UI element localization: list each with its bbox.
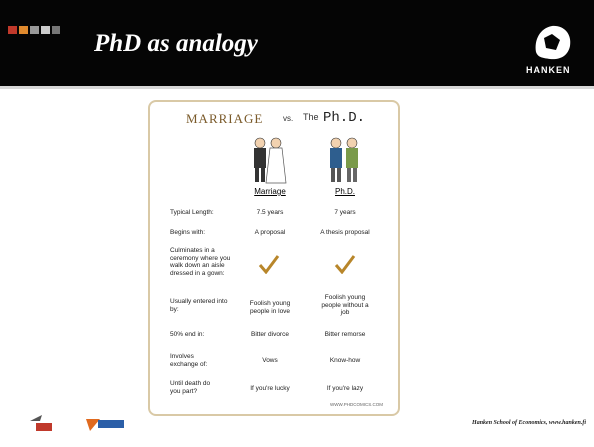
row-label: Culminates in a ceremony where you walk … bbox=[170, 247, 231, 277]
cell: If you're lazy bbox=[326, 385, 364, 392]
logo-text: HANKEN bbox=[526, 65, 571, 75]
slide-title: PhD as analogy bbox=[94, 30, 258, 57]
comic-credit: WWW.PHDCOMICS.COM bbox=[330, 402, 383, 407]
column-header: Ph.D. bbox=[334, 187, 355, 196]
cell: Foolish young people without a job bbox=[321, 294, 369, 316]
header bbox=[0, 0, 594, 89]
comic-vs: vs. bbox=[283, 114, 294, 123]
logo-emblem bbox=[535, 25, 571, 60]
cell: A proposal bbox=[254, 229, 286, 236]
comic-title-right: Ph.D. bbox=[323, 110, 366, 126]
cell: Bitter remorse bbox=[324, 331, 366, 338]
cell: Bitter divorce bbox=[251, 331, 289, 338]
checkmark bbox=[258, 255, 280, 274]
row-label: Begins with: bbox=[170, 229, 206, 236]
row-label: Usually entered into by: bbox=[170, 298, 228, 313]
cell: 7 years bbox=[334, 209, 356, 216]
cell: Foolish young people in love bbox=[249, 300, 291, 315]
cell: Know-how bbox=[329, 357, 361, 364]
cell: If you're lucky bbox=[250, 385, 290, 392]
row-label: Until death do you part? bbox=[170, 380, 211, 395]
footer-logos bbox=[30, 415, 124, 431]
cell: 7.5 years bbox=[256, 209, 284, 216]
checkmark bbox=[334, 255, 356, 274]
color-squares bbox=[8, 26, 60, 34]
comic-title-left: MARRIAGE bbox=[186, 111, 264, 126]
cell: A thesis proposal bbox=[320, 229, 370, 236]
column-header: Marriage bbox=[254, 187, 286, 196]
comic-the: The bbox=[303, 112, 319, 122]
row-label: Typical Length: bbox=[170, 209, 214, 216]
footer-text: Hanken School of Economics, www.hanken.f… bbox=[472, 420, 586, 426]
cell: Vows bbox=[262, 357, 278, 364]
figures bbox=[254, 137, 358, 184]
row-label: 50% end in: bbox=[170, 331, 205, 338]
row-label: Involves exchange of: bbox=[170, 353, 208, 368]
